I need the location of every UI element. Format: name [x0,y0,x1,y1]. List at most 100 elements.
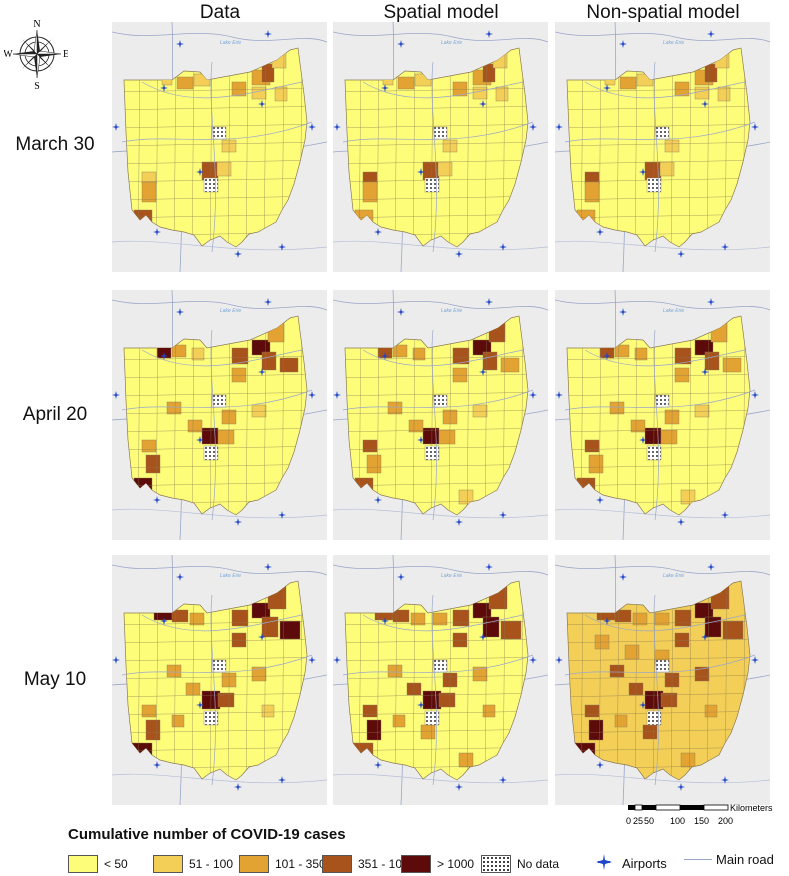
county-patch [704,63,718,83]
airplane-icon [153,228,161,236]
airplane-icon [707,30,715,38]
county-patch [141,181,157,203]
airplane-icon [176,573,184,581]
compass-east: E [63,49,68,60]
legend-swatch [239,855,269,873]
airplane-icon [397,573,405,581]
county-patch [438,692,456,708]
county-patch [279,620,301,640]
airplane-icon [176,40,184,48]
county-patch [171,714,185,728]
airplane-icon [721,243,729,251]
county-patch [408,419,424,433]
county-patch [432,612,448,626]
county-patch [609,401,625,415]
airplane-icon [479,633,487,641]
county-patch [366,719,382,741]
county-patch [458,752,474,768]
airplane-icon [751,656,759,664]
county-patch [614,714,628,728]
county-patch [642,724,658,740]
county-patch [472,602,492,619]
airplane-icon [278,243,286,251]
airplane-icon [417,168,425,176]
airplane-icon [417,436,425,444]
county-patch [261,704,275,718]
county-patch [482,704,496,718]
airplane-icon [112,656,120,664]
airplane-icon [112,391,120,399]
compass-south: S [34,81,40,90]
map-panel-spatial-may-10: Lake Erie [333,555,548,805]
airplane-icon [234,783,242,791]
airplane-icon [160,84,168,92]
airplane-icon [701,368,709,376]
county-patch [171,344,187,358]
airplane-icon [308,656,316,664]
county-patch [495,86,509,102]
scale-tick: 0 [626,816,631,826]
airplane-icon [499,776,507,784]
county-patch [458,489,474,505]
county-patch [694,86,710,100]
legend-item-no-data: No data [481,854,559,874]
airplane-icon [153,761,161,769]
airplane-icon [234,250,242,258]
county-patch [674,347,692,365]
county-patch [717,86,731,102]
map-panel-data-may-10: Lake Erie [112,555,327,805]
county-patch [231,632,247,648]
legend-title: Cumulative number of COVID-19 cases [68,826,346,843]
county-patch [588,454,604,474]
airplane-icon [721,511,729,519]
legend-item-gt-1000: > 1000 [401,854,474,874]
legend-item-lt-50: < 50 [68,854,128,874]
airplane-icon [264,563,272,571]
airplane-icon [596,496,604,504]
airplane-icon [596,228,604,236]
county-patch [614,344,630,358]
county-patch [500,357,520,373]
county-patch [614,609,632,623]
row-label-march-30: March 30 [15,134,95,155]
county-patch [482,616,500,638]
county-patch [261,63,275,83]
legend-label: < 50 [104,857,128,871]
legend-swatch [153,855,183,873]
county-patch [387,664,403,678]
county-patch [472,339,492,356]
svg-text:Lake Erie: Lake Erie [663,573,684,579]
county-patch [397,76,415,90]
county-patch [584,439,600,453]
airplane-icon [594,852,614,875]
county-patch [452,632,468,648]
airplane-icon [196,701,204,709]
scale-tick: 150 [694,816,709,826]
county-patch [420,724,436,740]
legend-swatch [322,855,352,873]
airplane-icon [701,633,709,641]
airplane-icon [603,352,611,360]
airplane-icon [677,518,685,526]
airplane-icon [397,40,405,48]
airplane-icon [417,701,425,709]
legend-item-101-350: 101 - 350 [239,854,326,874]
airplane-icon [639,436,647,444]
county-patch [187,419,203,433]
county-patch [694,602,714,619]
county-patch [704,616,722,638]
airplane-icon [751,391,759,399]
airplane-icon [278,776,286,784]
county-patch [472,86,488,100]
airplane-icon [176,308,184,316]
svg-text:Lake Erie: Lake Erie [441,40,462,46]
airplane-icon [721,776,729,784]
county-patch [145,719,161,741]
airplane-icon [479,100,487,108]
county-patch [176,76,194,90]
airplane-icon [374,496,382,504]
county-patch [660,692,678,708]
airplane-icon [160,617,168,625]
legend-swatch [401,855,431,873]
airplane-icon [381,84,389,92]
